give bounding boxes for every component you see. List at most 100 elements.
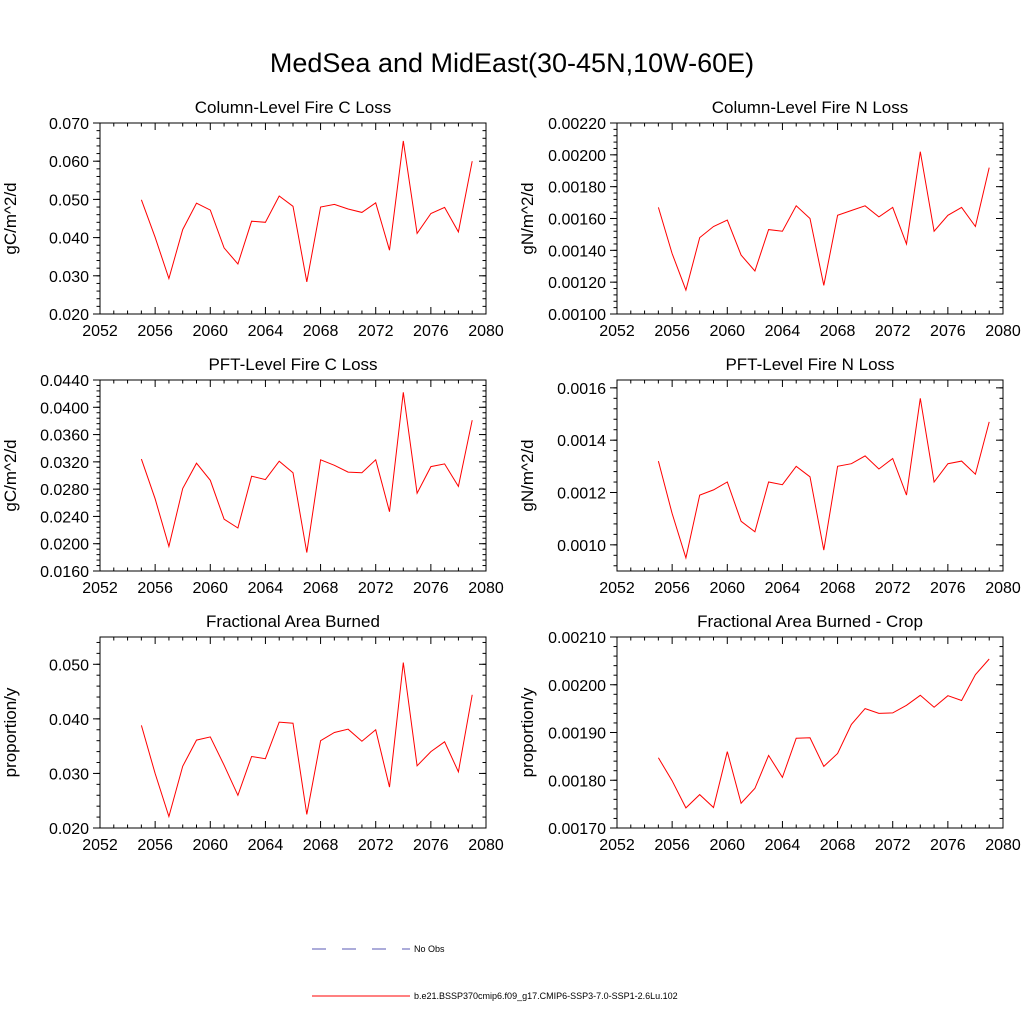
y-tick-label: 0.0240 [40, 509, 89, 526]
y-tick-label: 0.0400 [40, 400, 89, 417]
y-tick-label: 0.00200 [548, 148, 606, 165]
y-tick-label: 0.0280 [40, 482, 89, 499]
x-tick-label: 2064 [248, 580, 284, 597]
x-tick-label: 2060 [192, 837, 228, 854]
y-tick-label: 0.00200 [548, 678, 606, 695]
series-line [140, 140, 473, 282]
legend: No Obs b.e21.BSSP370cmip6.f09_g17.CMIP6-S… [312, 944, 678, 1001]
y-tick-label: 0.00220 [548, 116, 606, 133]
x-tick-label: 2060 [192, 580, 228, 597]
plot-frame [99, 636, 487, 829]
y-tick-label: 0.00180 [548, 773, 606, 790]
y-axis-label: gC/m^2/d [1, 439, 20, 511]
y-tick-label: 0.0320 [40, 455, 89, 472]
chart-title: Fractional Area Burned [206, 612, 380, 631]
x-tick-label: 2072 [875, 837, 911, 854]
x-tick-label: 2068 [820, 323, 856, 340]
x-tick-label: 2072 [358, 580, 394, 597]
chart-panel-4: PFT-Level Fire N Loss gN/m^2/d 2052 2056 206… [518, 355, 1021, 597]
y-tick-label: 0.00100 [548, 307, 606, 324]
x-tick-label: 2064 [765, 580, 801, 597]
y-tick-label: 0.030 [49, 269, 89, 286]
x-tick-label: 2072 [358, 837, 394, 854]
x-tick-label: 2064 [248, 837, 284, 854]
x-tick-label: 2076 [413, 323, 449, 340]
y-tick-label: 0.0012 [557, 486, 606, 503]
x-tick-label: 2060 [709, 837, 745, 854]
series-line [657, 398, 990, 560]
plot-frame [616, 379, 1004, 572]
x-tick-label: 2052 [82, 323, 118, 340]
x-tick-label: 2068 [820, 837, 856, 854]
x-tick-label: 2076 [930, 580, 966, 597]
x-tick-label: 2080 [468, 580, 504, 597]
y-tick-label: 0.0160 [40, 564, 89, 581]
x-tick-label: 2080 [985, 837, 1021, 854]
y-axis-label: gN/m^2/d [518, 439, 537, 511]
legend-label: b.e21.BSSP370cmip6.f09_g17.CMIP6-SSP3-7.… [414, 991, 678, 1001]
x-tick-label: 2052 [599, 323, 635, 340]
x-tick-label: 2056 [137, 580, 173, 597]
x-tick-label: 2052 [82, 837, 118, 854]
x-tick-label: 2052 [599, 580, 635, 597]
x-tick-label: 2056 [654, 837, 690, 854]
chart-panel-2: Column-Level Fire N Loss gN/m^2/d 2052 2056… [518, 98, 1021, 340]
y-axis-label: proportion/y [518, 687, 537, 777]
x-tick-label: 2080 [985, 580, 1021, 597]
x-tick-label: 2080 [985, 323, 1021, 340]
y-tick-label: 0.0440 [40, 373, 89, 390]
y-axis-label: gC/m^2/d [1, 182, 20, 254]
x-tick-label: 2076 [930, 837, 966, 854]
legend-entry-1: No Obs [312, 944, 445, 954]
y-tick-label: 0.050 [49, 657, 89, 674]
x-tick-label: 2064 [248, 323, 284, 340]
y-tick-label: 0.00210 [548, 630, 606, 647]
chart-panel-3: PFT-Level Fire C Loss gC/m^2/d 2052 2056 206… [1, 355, 504, 597]
x-tick-label: 2060 [709, 580, 745, 597]
y-tick-label: 0.040 [49, 231, 89, 248]
x-tick-label: 2068 [303, 837, 339, 854]
x-tick-label: 2072 [875, 580, 911, 597]
x-tick-label: 2076 [930, 323, 966, 340]
chart-title: Fractional Area Burned - Crop [697, 612, 923, 631]
y-tick-label: 0.060 [49, 154, 89, 171]
chart-panel-1: Column-Level Fire C Loss gC/m^2/d 2052 2056… [1, 98, 504, 340]
series-line [657, 658, 990, 809]
x-tick-label: 2052 [599, 837, 635, 854]
y-tick-label: 0.0014 [557, 433, 606, 450]
series-line [140, 662, 473, 819]
x-tick-label: 2080 [468, 323, 504, 340]
legend-label: No Obs [414, 944, 445, 954]
legend-entry-2: b.e21.BSSP370cmip6.f09_g17.CMIP6-SSP3-7.… [312, 991, 678, 1001]
x-tick-label: 2060 [709, 323, 745, 340]
x-tick-label: 2068 [303, 580, 339, 597]
y-tick-label: 0.00120 [548, 275, 606, 292]
y-tick-label: 0.0360 [40, 428, 89, 445]
x-tick-label: 2060 [192, 323, 228, 340]
y-tick-label: 0.040 [49, 712, 89, 729]
y-axis-label: proportion/y [1, 687, 20, 777]
y-tick-label: 0.020 [49, 821, 89, 838]
y-tick-label: 0.00140 [548, 243, 606, 260]
plot-frame [616, 636, 1004, 829]
chart-title: Column-Level Fire N Loss [712, 98, 909, 117]
y-tick-label: 0.030 [49, 766, 89, 783]
x-tick-label: 2076 [413, 837, 449, 854]
x-tick-label: 2064 [765, 323, 801, 340]
y-tick-label: 0.020 [49, 307, 89, 324]
x-tick-label: 2052 [82, 580, 118, 597]
y-tick-label: 0.00160 [548, 212, 606, 229]
chart-title: Column-Level Fire C Loss [195, 98, 392, 117]
y-tick-label: 0.00170 [548, 821, 606, 838]
y-tick-label: 0.0200 [40, 537, 89, 554]
x-tick-label: 2064 [765, 837, 801, 854]
x-tick-label: 2056 [137, 323, 173, 340]
y-tick-label: 0.050 [49, 192, 89, 209]
chart-panel-6: Fractional Area Burned - Crop proportion/… [518, 612, 1021, 854]
series-line [657, 151, 990, 292]
x-tick-label: 2076 [413, 580, 449, 597]
y-tick-label: 0.00190 [548, 726, 606, 743]
x-tick-label: 2072 [875, 323, 911, 340]
y-axis-label: gN/m^2/d [518, 182, 537, 254]
